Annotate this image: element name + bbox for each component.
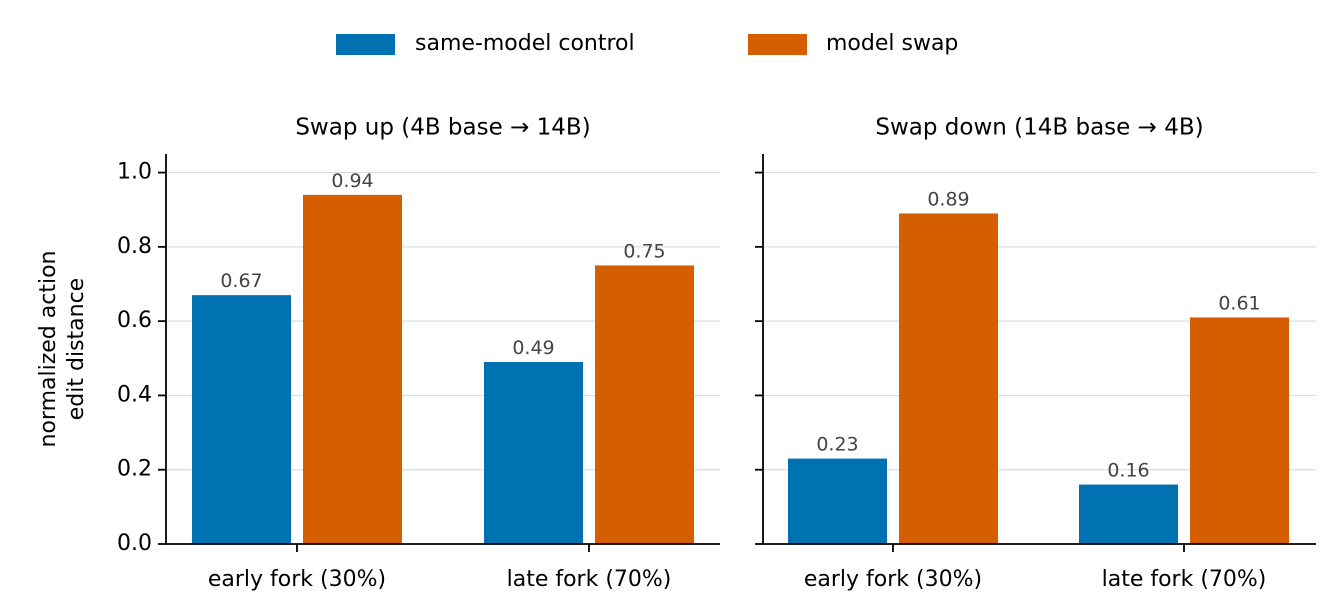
data-label-panel1-same-model-control-0: 0.67 bbox=[220, 270, 262, 292]
bar-panel2-same-model-control-late-fork-70 bbox=[1079, 484, 1178, 544]
bar-panel2-model-swap-late-fork-70 bbox=[1190, 317, 1289, 544]
x-tick-label-panel1-1: late fork (70%) bbox=[507, 567, 672, 592]
y-tick-label-1: 0.2 bbox=[117, 457, 152, 482]
bar-panel1-model-swap-late-fork-70 bbox=[595, 265, 694, 544]
x-tick-label-panel2-1: late fork (70%) bbox=[1102, 567, 1267, 592]
panel-title-1: Swap up (4B base → 14B) bbox=[295, 115, 590, 141]
y-axis-label-line-2: edit distance bbox=[64, 278, 89, 420]
y-tick-label-4: 0.8 bbox=[117, 234, 152, 259]
y-tick-label-2: 0.4 bbox=[117, 382, 152, 407]
x-tick-label-panel1-0: early fork (30%) bbox=[208, 567, 386, 592]
bar-panel1-same-model-control-late-fork-70 bbox=[484, 362, 583, 544]
legend-label-same-model-control: same-model control bbox=[415, 31, 635, 56]
legend-swatch-same-model-control bbox=[336, 34, 395, 55]
legend-label-model-swap: model swap bbox=[826, 31, 958, 56]
bar-panel2-same-model-control-early-fork-30 bbox=[788, 458, 887, 544]
data-label-panel2-same-model-control-0: 0.23 bbox=[816, 434, 858, 456]
y-tick-label-0: 0.0 bbox=[117, 531, 152, 556]
data-label-panel2-model-swap-0: 0.89 bbox=[927, 188, 969, 210]
legend-swatch-model-swap bbox=[748, 34, 807, 55]
data-label-panel1-same-model-control-1: 0.49 bbox=[512, 337, 554, 359]
bar-panel1-same-model-control-early-fork-30 bbox=[192, 295, 291, 544]
bar-panel2-model-swap-early-fork-30 bbox=[899, 213, 998, 544]
bar-panel1-model-swap-early-fork-30 bbox=[303, 194, 402, 544]
data-label-panel2-model-swap-1: 0.61 bbox=[1218, 292, 1260, 314]
y-tick-label-3: 0.6 bbox=[117, 308, 152, 333]
x-tick-label-panel2-0: early fork (30%) bbox=[804, 567, 982, 592]
data-label-panel1-model-swap-0: 0.94 bbox=[331, 170, 373, 192]
panel-title-2: Swap down (14B base → 4B) bbox=[875, 115, 1203, 141]
y-axis-label-line-1: normalized action bbox=[36, 251, 61, 448]
y-tick-label-5: 1.0 bbox=[117, 160, 152, 185]
data-label-panel1-model-swap-1: 0.75 bbox=[623, 240, 665, 262]
data-label-panel2-same-model-control-1: 0.16 bbox=[1107, 460, 1149, 482]
